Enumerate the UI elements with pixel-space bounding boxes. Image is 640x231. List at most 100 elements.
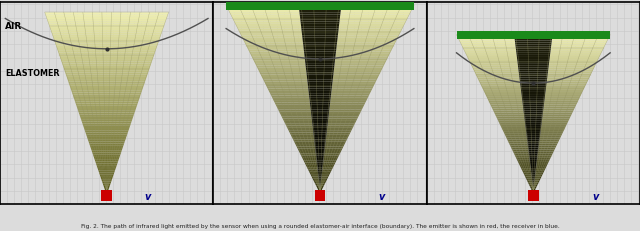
Polygon shape xyxy=(256,65,306,68)
Polygon shape xyxy=(518,72,548,73)
Polygon shape xyxy=(227,8,300,10)
Polygon shape xyxy=(308,84,332,86)
Polygon shape xyxy=(541,126,566,128)
Polygon shape xyxy=(516,46,551,48)
Polygon shape xyxy=(97,168,116,170)
Polygon shape xyxy=(480,83,520,85)
Polygon shape xyxy=(303,45,337,47)
Polygon shape xyxy=(486,95,522,97)
Polygon shape xyxy=(94,157,120,159)
Polygon shape xyxy=(338,35,399,38)
Polygon shape xyxy=(552,35,610,36)
Polygon shape xyxy=(83,126,130,128)
Polygon shape xyxy=(272,98,310,100)
Polygon shape xyxy=(533,188,536,190)
Polygon shape xyxy=(271,95,309,98)
Polygon shape xyxy=(339,21,406,24)
Polygon shape xyxy=(75,101,138,103)
Polygon shape xyxy=(71,90,142,92)
Polygon shape xyxy=(549,62,597,64)
Polygon shape xyxy=(550,56,600,58)
Polygon shape xyxy=(339,26,403,28)
Polygon shape xyxy=(264,82,308,84)
Polygon shape xyxy=(326,130,351,133)
Polygon shape xyxy=(526,130,541,132)
Polygon shape xyxy=(257,68,306,70)
Text: v: v xyxy=(379,192,385,202)
Bar xyxy=(226,2,414,10)
Polygon shape xyxy=(539,142,559,144)
Polygon shape xyxy=(545,89,584,91)
Polygon shape xyxy=(517,60,549,62)
Polygon shape xyxy=(460,43,515,44)
Polygon shape xyxy=(101,179,112,181)
Polygon shape xyxy=(250,54,305,56)
Polygon shape xyxy=(536,167,546,169)
Polygon shape xyxy=(45,12,168,15)
Polygon shape xyxy=(323,160,337,163)
Polygon shape xyxy=(543,105,576,107)
Bar xyxy=(315,190,325,201)
Polygon shape xyxy=(545,95,581,97)
Polygon shape xyxy=(330,107,363,109)
Polygon shape xyxy=(527,142,540,144)
Polygon shape xyxy=(226,5,299,8)
Polygon shape xyxy=(338,33,400,35)
Polygon shape xyxy=(524,116,543,118)
Polygon shape xyxy=(76,106,137,108)
Polygon shape xyxy=(231,15,300,17)
Polygon shape xyxy=(322,174,330,176)
Polygon shape xyxy=(510,146,528,147)
Polygon shape xyxy=(68,81,145,84)
Polygon shape xyxy=(476,76,520,77)
Polygon shape xyxy=(51,30,163,32)
Polygon shape xyxy=(313,128,327,130)
Polygon shape xyxy=(515,39,552,40)
Polygon shape xyxy=(328,116,358,119)
Polygon shape xyxy=(532,177,535,179)
Polygon shape xyxy=(541,130,564,132)
Polygon shape xyxy=(55,44,158,46)
Polygon shape xyxy=(545,93,582,95)
Polygon shape xyxy=(325,146,344,149)
Polygon shape xyxy=(524,173,531,175)
Polygon shape xyxy=(526,179,532,181)
Polygon shape xyxy=(520,167,531,169)
Polygon shape xyxy=(313,130,327,133)
Polygon shape xyxy=(319,183,321,186)
Polygon shape xyxy=(91,148,123,150)
Polygon shape xyxy=(307,77,333,79)
Polygon shape xyxy=(62,64,151,66)
Polygon shape xyxy=(237,26,301,28)
Polygon shape xyxy=(280,114,312,116)
Polygon shape xyxy=(518,70,548,72)
Polygon shape xyxy=(284,121,312,123)
Polygon shape xyxy=(312,119,328,121)
Polygon shape xyxy=(467,56,517,58)
Polygon shape xyxy=(516,50,550,52)
Polygon shape xyxy=(461,44,516,46)
Polygon shape xyxy=(79,112,134,115)
Polygon shape xyxy=(334,63,385,65)
Polygon shape xyxy=(550,48,604,50)
Text: AIR: AIR xyxy=(5,22,22,31)
Polygon shape xyxy=(315,183,319,186)
Polygon shape xyxy=(474,72,519,73)
Polygon shape xyxy=(545,91,583,93)
Polygon shape xyxy=(317,188,320,190)
Polygon shape xyxy=(548,72,592,73)
Polygon shape xyxy=(530,165,536,167)
Polygon shape xyxy=(301,156,316,158)
Polygon shape xyxy=(66,75,147,77)
Polygon shape xyxy=(48,21,166,24)
Polygon shape xyxy=(236,24,301,26)
Polygon shape xyxy=(518,163,530,165)
Polygon shape xyxy=(523,105,544,107)
Polygon shape xyxy=(340,12,410,15)
Polygon shape xyxy=(314,133,326,135)
Polygon shape xyxy=(515,36,552,39)
Polygon shape xyxy=(233,19,301,21)
Polygon shape xyxy=(252,56,305,58)
Polygon shape xyxy=(260,75,307,77)
Polygon shape xyxy=(529,155,538,157)
